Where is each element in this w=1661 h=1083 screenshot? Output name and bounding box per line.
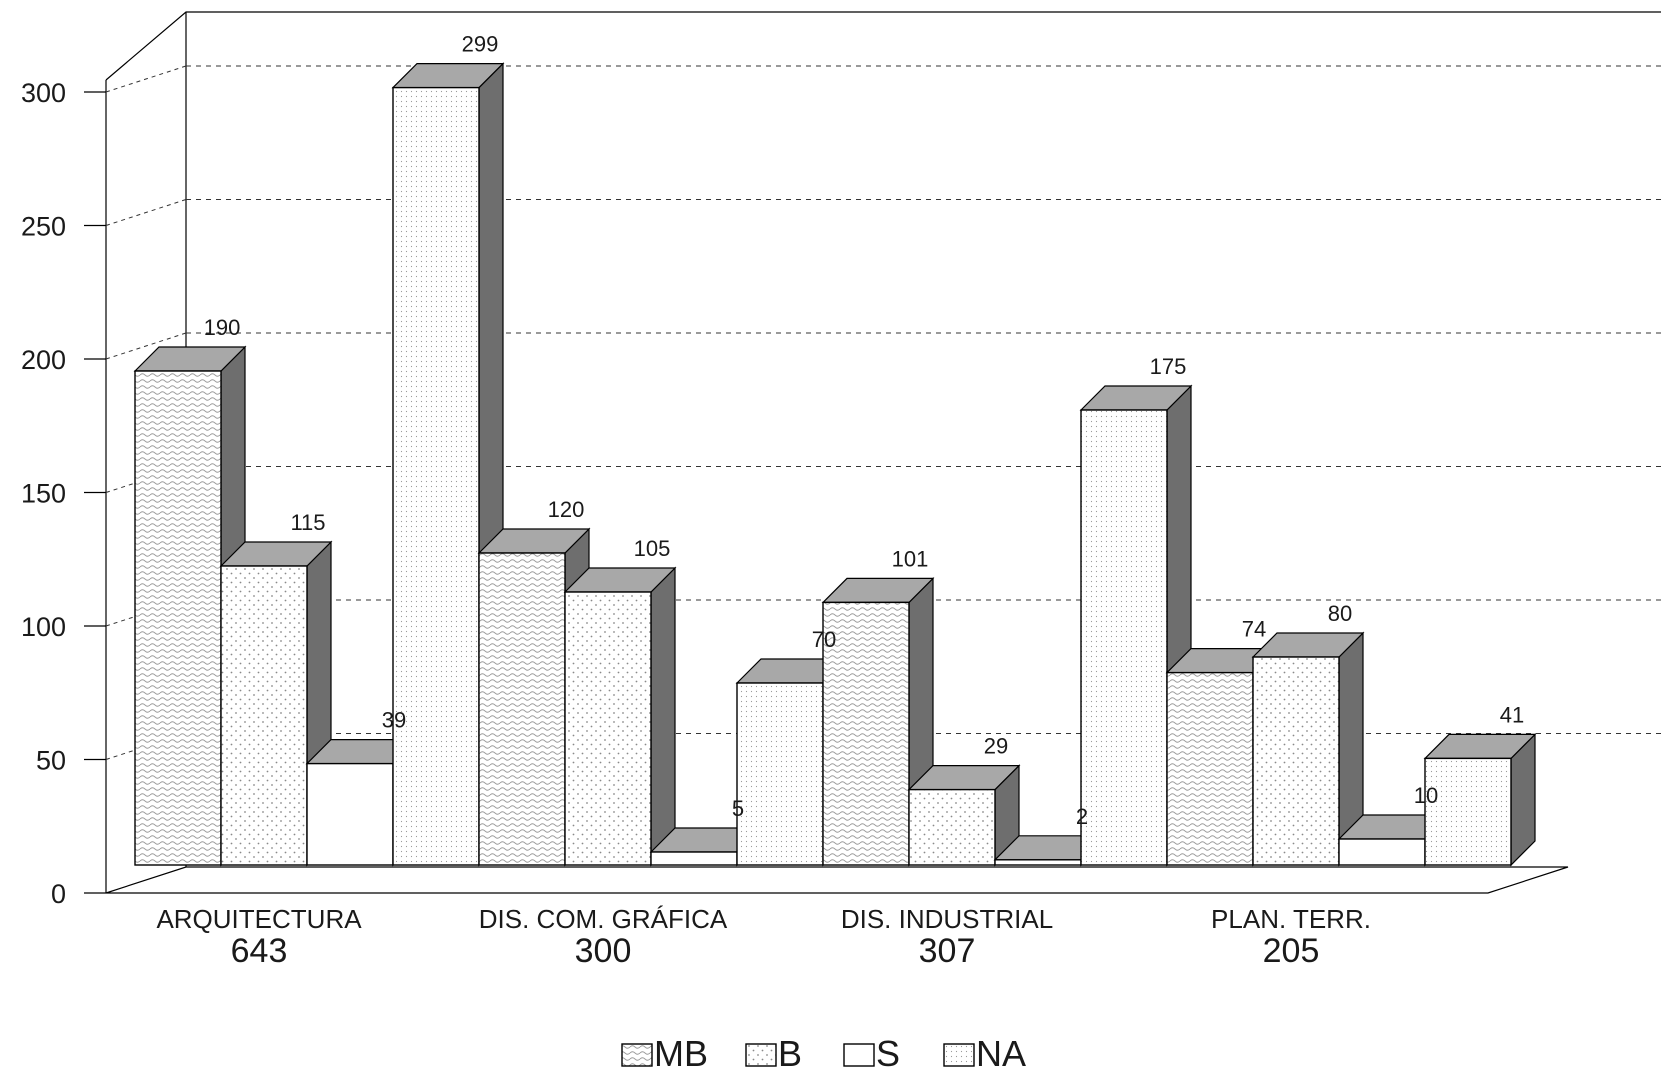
floor <box>105 866 1569 894</box>
legend: MB B S NA <box>621 1033 1026 1074</box>
legend-label: MB <box>654 1033 708 1074</box>
bar-NA-4 <box>1423 732 1537 867</box>
bar-B-4 <box>1251 631 1365 867</box>
bar-front <box>1166 671 1254 866</box>
data-labels: 190 115 39 299 120 105 5 70 101 29 2 175 74 80 10 41 <box>204 32 1525 829</box>
y-tick-label: 250 <box>21 212 66 242</box>
bar-B-3 <box>907 764 1021 867</box>
y-tick-label: 100 <box>21 612 66 642</box>
gridline-depth-250 <box>105 199 187 226</box>
data-label-MB-2: 120 <box>548 497 585 522</box>
bar-front <box>908 788 996 866</box>
legend-label: B <box>778 1033 802 1074</box>
data-label-NA-3: 175 <box>1150 354 1187 379</box>
y-tick-label: 300 <box>21 78 66 108</box>
bars <box>133 62 1537 867</box>
legend-item-MB: MB <box>621 1033 708 1074</box>
data-label-MB-1: 190 <box>204 315 241 340</box>
data-label-MB-3: 101 <box>892 546 929 571</box>
bar-front <box>1424 757 1512 866</box>
bar-front <box>392 86 480 866</box>
bar-front <box>1252 656 1340 866</box>
gridline-depth-300 <box>105 65 187 93</box>
legend-item-S: S <box>843 1033 900 1074</box>
y-tick-label: 200 <box>21 345 66 375</box>
legend-swatch <box>621 1043 653 1067</box>
y-axis: 0 50 100 150 200 250 300 <box>21 78 106 909</box>
legend-item-NA: NA <box>943 1033 1026 1074</box>
category-label-1: ARQUITECTURA <box>156 904 362 934</box>
category-label-3: DIS. INDUSTRIAL <box>841 904 1053 934</box>
category-total-1: 643 <box>231 932 288 970</box>
bar-front <box>134 370 222 866</box>
data-label-NA-2: 70 <box>812 627 836 652</box>
data-label-B-2: 105 <box>634 536 671 561</box>
bar-front <box>220 565 308 866</box>
data-label-B-1: 115 <box>290 510 325 535</box>
y-tick-label: 0 <box>51 879 66 909</box>
data-label-B-4: 80 <box>1328 601 1352 626</box>
legend-swatch <box>943 1043 975 1067</box>
legend-label: NA <box>976 1033 1026 1074</box>
category-label-2: DIS. COM. GRÁFICA <box>479 904 728 934</box>
category-total-2: 300 <box>575 932 632 970</box>
data-label-B-3: 29 <box>984 734 1008 759</box>
y-tick-label: 150 <box>21 479 66 509</box>
data-label-S-2: 5 <box>732 796 744 821</box>
bar-B-1 <box>219 540 333 867</box>
data-label-NA-4: 41 <box>1500 702 1524 727</box>
bar-B-2 <box>563 566 677 867</box>
category-label-4: PLAN. TERR. <box>1211 904 1371 934</box>
bar-front <box>650 851 738 866</box>
bar-front <box>736 682 824 866</box>
data-label-S-4: 10 <box>1414 783 1438 808</box>
category-total-3: 307 <box>919 932 976 970</box>
bar-front <box>564 591 652 866</box>
gridline-depth-200 <box>105 332 187 360</box>
bar-side <box>650 566 676 867</box>
back-wall-top-edge <box>105 11 1661 81</box>
category-total-4: 205 <box>1263 932 1320 970</box>
bar-front <box>306 762 394 866</box>
y-tick-label: 50 <box>36 746 66 776</box>
bar-front <box>1080 409 1168 866</box>
bar-front <box>994 859 1082 866</box>
data-label-S-3: 2 <box>1076 804 1088 829</box>
data-label-S-1: 39 <box>382 708 406 733</box>
bar-front <box>478 552 566 866</box>
legend-item-B: B <box>745 1033 802 1074</box>
bar-front <box>822 601 910 866</box>
bar-NA-1 <box>391 62 505 867</box>
bar-front <box>1338 838 1426 866</box>
legend-swatch <box>843 1043 875 1067</box>
legend-label: S <box>876 1033 900 1074</box>
data-label-NA-1: 299 <box>462 32 499 57</box>
data-label-MB-4: 74 <box>1242 617 1266 642</box>
legend-swatch <box>745 1043 777 1067</box>
